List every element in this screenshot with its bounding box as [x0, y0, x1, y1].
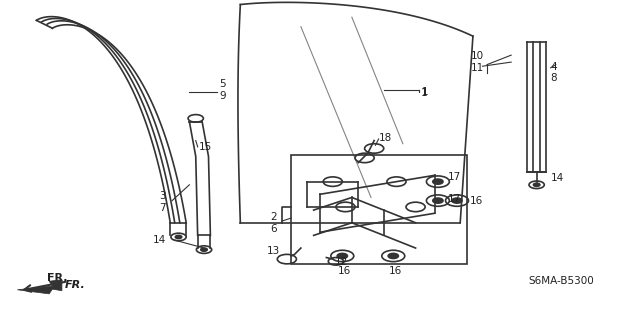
Text: 10
11: 10 11 [470, 51, 484, 73]
Circle shape [175, 235, 182, 239]
Text: 5
9: 5 9 [220, 79, 226, 101]
Text: S6MA-B5300: S6MA-B5300 [528, 276, 594, 286]
Text: 16: 16 [338, 266, 351, 276]
Circle shape [433, 179, 443, 184]
Text: 17: 17 [447, 194, 461, 204]
Text: 14: 14 [152, 235, 166, 245]
Text: 18: 18 [379, 133, 392, 143]
Circle shape [337, 253, 348, 258]
Polygon shape [17, 280, 62, 294]
Text: 12: 12 [335, 257, 348, 267]
Text: 15: 15 [199, 142, 212, 152]
Text: FR.: FR. [65, 280, 86, 290]
Text: 1: 1 [420, 88, 428, 98]
Text: 4
8: 4 8 [550, 62, 557, 83]
Circle shape [388, 253, 398, 258]
Text: 17: 17 [447, 172, 461, 182]
Circle shape [201, 248, 207, 251]
Circle shape [534, 183, 540, 186]
Text: 16: 16 [389, 266, 402, 276]
Text: 16: 16 [470, 196, 483, 206]
Text: FR.: FR. [47, 273, 68, 284]
Circle shape [433, 198, 443, 203]
Text: 13: 13 [268, 246, 280, 256]
Text: 3
7: 3 7 [159, 191, 165, 213]
Text: 2
6: 2 6 [271, 212, 277, 234]
Text: 1: 1 [422, 86, 429, 97]
Circle shape [452, 198, 462, 203]
Text: 14: 14 [550, 174, 564, 183]
